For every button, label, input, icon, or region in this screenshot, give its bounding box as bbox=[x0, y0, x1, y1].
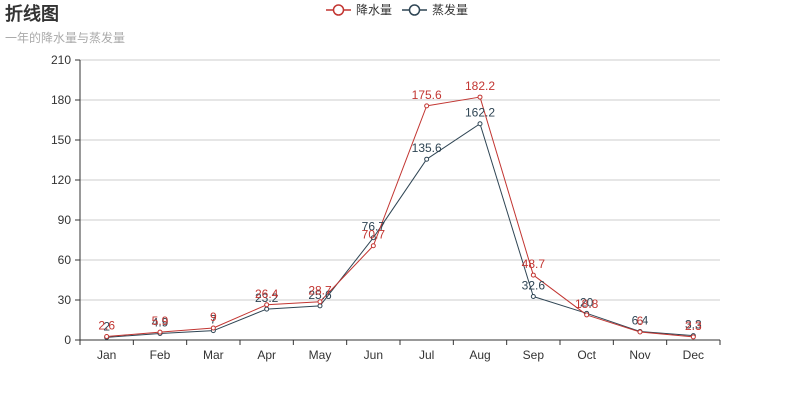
data-label: 2 bbox=[103, 319, 110, 333]
grid-lines bbox=[80, 59, 720, 301]
x-tick-label: Sep bbox=[523, 348, 545, 362]
y-tick-label: 0 bbox=[64, 333, 71, 347]
data-label: 32.6 bbox=[522, 279, 546, 293]
data-label: 76.7 bbox=[362, 220, 386, 234]
y-tick-label: 120 bbox=[51, 173, 71, 187]
data-label: 9 bbox=[210, 310, 217, 324]
legend[interactable]: 降水量 蒸发量 bbox=[326, 2, 468, 17]
data-point[interactable] bbox=[424, 103, 430, 109]
data-label: 70.7 bbox=[362, 228, 386, 242]
data-label: 6.4 bbox=[632, 313, 649, 327]
data-point[interactable] bbox=[530, 294, 536, 300]
data-label: 18.8 bbox=[575, 297, 599, 311]
data-point[interactable] bbox=[637, 329, 643, 335]
data-point[interactable] bbox=[477, 94, 483, 100]
y-tick-label: 30 bbox=[58, 293, 72, 307]
legend-item[interactable]: 降水量 bbox=[326, 3, 392, 17]
data-point[interactable] bbox=[584, 312, 590, 318]
data-point[interactable] bbox=[317, 303, 323, 309]
data-point[interactable] bbox=[317, 299, 323, 305]
legend-label: 降水量 bbox=[356, 3, 392, 17]
legend-label: 蒸发量 bbox=[432, 2, 468, 17]
x-tick-label: Oct bbox=[577, 348, 596, 362]
data-label: 182.2 bbox=[465, 79, 495, 93]
data-point[interactable] bbox=[264, 306, 270, 312]
data-point[interactable] bbox=[370, 243, 376, 249]
x-tick-label: Dec bbox=[683, 348, 704, 362]
data-point[interactable] bbox=[477, 121, 483, 127]
series-points bbox=[104, 94, 696, 340]
legend-marker-icon bbox=[332, 4, 345, 16]
data-point[interactable] bbox=[104, 334, 110, 340]
data-label: 20 bbox=[580, 295, 594, 309]
axes: 0 30 60 90 120 150 180 210 Jan Feb Mar Apr May Jun Jul… bbox=[51, 53, 721, 362]
data-label: 6 bbox=[637, 314, 644, 328]
data-label: 2.3 bbox=[685, 319, 702, 333]
data-label: 162.2 bbox=[465, 106, 495, 120]
data-point[interactable] bbox=[530, 272, 536, 278]
y-tick-label: 180 bbox=[51, 93, 71, 107]
series-line bbox=[106, 96, 694, 338]
data-point[interactable] bbox=[264, 302, 270, 308]
x-tick-label: Aug bbox=[469, 348, 490, 362]
data-label: 4.9 bbox=[152, 315, 169, 329]
data-label: 26.4 bbox=[255, 287, 279, 301]
x-tick-label: Jan bbox=[97, 348, 116, 362]
chart-subtitle: 一年的降水量与蒸发量 bbox=[5, 30, 125, 45]
y-tick-label: 90 bbox=[58, 213, 72, 227]
x-tick-label: May bbox=[309, 348, 332, 362]
y-tick-label: 210 bbox=[51, 53, 71, 67]
x-tick-label: Mar bbox=[203, 348, 224, 362]
x-tick-label: Feb bbox=[150, 348, 171, 362]
data-point[interactable] bbox=[370, 235, 376, 241]
data-label: 23.2 bbox=[255, 291, 279, 305]
data-point[interactable] bbox=[690, 334, 696, 340]
x-tick-label: Nov bbox=[629, 348, 650, 362]
x-tick-label: Jun bbox=[364, 348, 383, 362]
y-tick-label: 150 bbox=[51, 133, 71, 147]
data-label: 7 bbox=[210, 313, 217, 327]
legend-marker-icon bbox=[408, 4, 421, 16]
data-point[interactable] bbox=[157, 329, 163, 335]
data-label: 175.6 bbox=[412, 88, 442, 102]
data-label: 25.6 bbox=[308, 288, 332, 302]
data-label: 135.6 bbox=[412, 141, 442, 155]
series-lines bbox=[106, 96, 694, 338]
x-tick-label: Jul bbox=[419, 348, 434, 362]
legend-item[interactable]: 蒸发量 bbox=[402, 2, 468, 17]
data-point[interactable] bbox=[424, 156, 430, 162]
y-tick-label: 60 bbox=[58, 253, 72, 267]
x-tick-label: Apr bbox=[257, 348, 276, 362]
data-label: 5.9 bbox=[152, 314, 169, 328]
data-point[interactable] bbox=[210, 325, 216, 331]
series-line bbox=[106, 123, 694, 338]
data-label: 48.7 bbox=[522, 257, 546, 271]
chart-title: 折线图 bbox=[5, 3, 59, 25]
data-label: 28.7 bbox=[308, 284, 332, 298]
data-label: 2.6 bbox=[98, 319, 115, 333]
data-label: 3.3 bbox=[685, 318, 702, 332]
